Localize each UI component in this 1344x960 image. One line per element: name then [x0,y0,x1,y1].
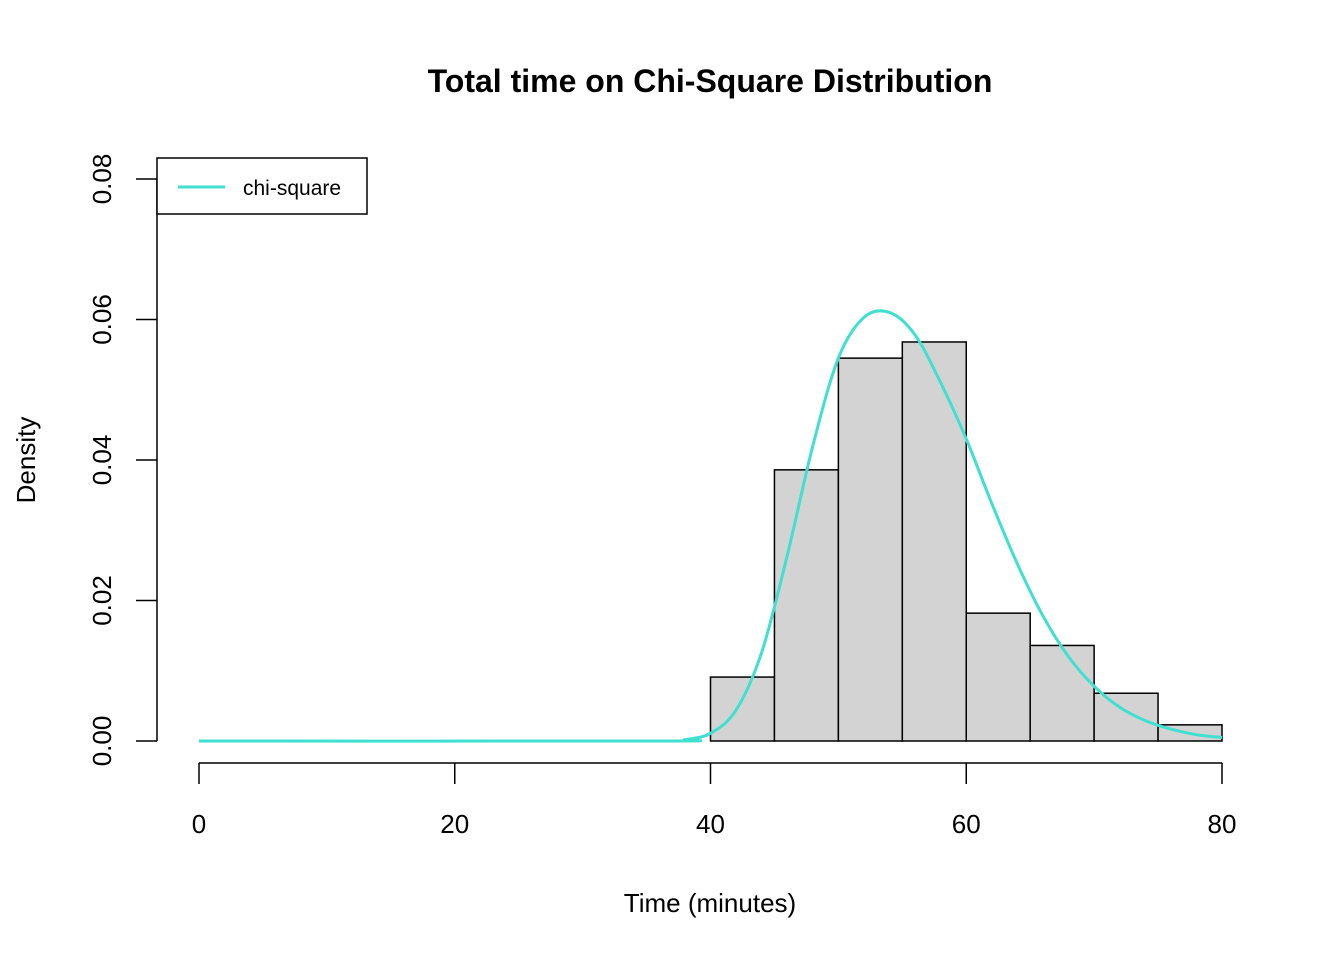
series-line-chi-square [198,309,1223,743]
chart-title: Total time on Chi-Square Distribution [428,63,993,99]
x-tick-label-1: 20 [440,809,469,839]
histogram-bar-5 [1029,644,1095,742]
y-tick-label-3: 0.06 [87,294,117,345]
y-tick-label-2: 0.04 [87,435,117,486]
y-axis: 0.00 0.02 0.04 0.06 0.08 [87,154,158,767]
legend-label-chi-square: chi-square [243,177,341,200]
x-axis-label: Time (minutes) [624,888,796,918]
histogram-bar-6 [1093,692,1159,742]
histogram-bar-0 [709,676,776,742]
x-axis: 0 20 40 60 80 [192,762,1237,839]
y-tick-label-0: 0.00 [87,716,117,767]
y-tick-label-4: 0.08 [87,154,117,205]
x-tick-label-3: 60 [952,809,981,839]
histogram-bar-2 [837,357,904,742]
histogram-bar-3 [901,341,967,742]
x-tick-label-0: 0 [192,809,206,839]
x-tick-label-4: 80 [1208,809,1237,839]
histogram-bar-1 [773,469,840,742]
y-tick-label-1: 0.02 [87,575,117,626]
histogram-bars [709,341,1223,742]
y-axis-label: Density [11,417,41,504]
x-tick-label-2: 40 [696,809,725,839]
histogram-bar-4 [965,612,1031,742]
legend: chi-square [156,157,368,215]
